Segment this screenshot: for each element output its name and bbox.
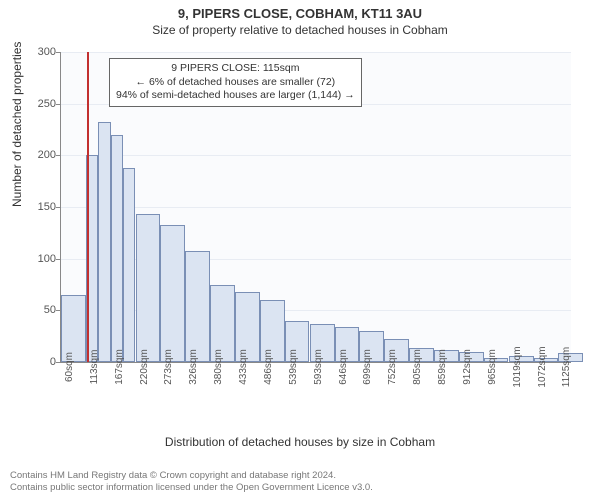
x-tick-label: 912sqm [462, 349, 473, 385]
x-tick-label: 220sqm [139, 349, 150, 385]
gridline [61, 52, 571, 53]
histogram-bar [136, 214, 161, 362]
x-tick-label: 486sqm [263, 349, 274, 385]
x-tick-label: 699sqm [362, 349, 373, 385]
x-tick-label: 1019sqm [512, 346, 523, 387]
x-tick-label: 380sqm [213, 349, 224, 385]
histogram-bar [111, 135, 123, 362]
x-tick-label: 113sqm [89, 350, 100, 385]
page-title: 9, PIPERS CLOSE, COBHAM, KT11 3AU [0, 0, 600, 21]
x-tick-label: 167sqm [114, 349, 125, 385]
histogram-bar [185, 251, 210, 362]
x-tick-label: 433sqm [238, 349, 249, 385]
y-tick-label: 250 [16, 98, 56, 110]
y-tick-mark [56, 104, 60, 105]
y-tick-mark [56, 362, 60, 363]
x-tick-label: 646sqm [338, 349, 349, 385]
y-tick-mark [56, 310, 60, 311]
y-tick-label: 150 [16, 201, 56, 213]
histogram-bar [98, 122, 110, 362]
y-tick-label: 300 [16, 46, 56, 58]
x-tick-label: 805sqm [412, 349, 423, 385]
footer-line: Contains public sector information licen… [10, 482, 373, 494]
y-tick-mark [56, 259, 60, 260]
y-tick-mark [56, 207, 60, 208]
y-tick-mark [56, 52, 60, 53]
y-axis-label: Number of detached properties [10, 42, 24, 207]
page-subtitle: Size of property relative to detached ho… [0, 21, 600, 37]
gridline [61, 207, 571, 208]
y-tick-label: 50 [16, 304, 56, 316]
y-tick-label: 0 [16, 356, 56, 368]
x-tick-label: 1072sqm [537, 346, 548, 387]
x-tick-label: 1125sqm [561, 347, 572, 387]
x-tick-label: 593sqm [313, 349, 324, 385]
x-tick-label: 859sqm [437, 349, 448, 385]
x-tick-label: 965sqm [487, 349, 498, 385]
annotation-box: 9 PIPERS CLOSE: 115sqm← 6% of detached h… [109, 58, 362, 107]
plot-area: 9 PIPERS CLOSE: 115sqm← 6% of detached h… [60, 52, 571, 363]
histogram-chart: Number of detached properties 9 PIPERS C… [0, 37, 600, 457]
x-tick-label: 60sqm [64, 352, 75, 382]
x-tick-label: 273sqm [163, 349, 174, 385]
gridline [61, 155, 571, 156]
footer-line: Contains HM Land Registry data © Crown c… [10, 470, 373, 482]
x-tick-label: 752sqm [387, 349, 398, 385]
y-tick-label: 200 [16, 149, 56, 161]
marker-line [87, 52, 89, 362]
annotation-line: ← 6% of detached houses are smaller (72) [116, 76, 355, 90]
y-tick-label: 100 [16, 253, 56, 265]
x-tick-label: 326sqm [188, 349, 199, 385]
x-tick-label: 539sqm [288, 349, 299, 385]
annotation-line: 94% of semi-detached houses are larger (… [116, 89, 355, 103]
histogram-bar [160, 225, 185, 362]
x-axis-label: Distribution of detached houses by size … [0, 435, 600, 449]
histogram-bar [123, 168, 135, 362]
attribution-footer: Contains HM Land Registry data © Crown c… [10, 470, 373, 494]
y-tick-mark [56, 155, 60, 156]
annotation-line: 9 PIPERS CLOSE: 115sqm [116, 62, 355, 76]
